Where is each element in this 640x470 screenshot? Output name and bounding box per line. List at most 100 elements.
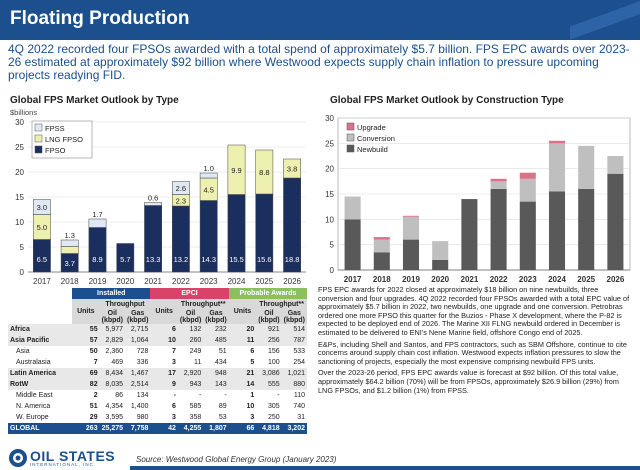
table-row: RotW 82 8,035 2,514 9 943 143 14 555 880 — [8, 379, 307, 390]
footer-bar — [130, 466, 640, 470]
group-probable: Probable Awards — [228, 288, 307, 299]
gas-header: Gas (kbpd) — [203, 310, 229, 324]
bar-conversion — [490, 181, 507, 189]
table-cell: 156 — [267, 348, 280, 355]
data-label: 3.0 — [37, 203, 47, 212]
table-cell: 1,400 — [130, 403, 149, 410]
bar-fpss — [144, 202, 162, 206]
legend-swatch — [346, 133, 355, 142]
data-label: 5.0 — [37, 223, 47, 232]
bar-newbuild — [432, 259, 449, 270]
oil-header: Oil (kbpd) — [256, 310, 282, 324]
table-cell: 2,360 — [105, 348, 124, 355]
region-label: W. Europe — [16, 414, 49, 421]
table-cell: 3 — [250, 414, 255, 421]
y-tick-label: 15 — [325, 190, 334, 199]
region-label: Latin America — [8, 368, 73, 379]
table-cell: 740 — [293, 403, 305, 410]
table-cell: 254 — [293, 359, 305, 366]
gas-header: Gas (kbpd) — [281, 310, 307, 324]
table-cell: 50 — [89, 348, 98, 355]
table-cell: 20 — [228, 324, 257, 335]
x-tick-label: 2020 — [431, 275, 449, 284]
units-header: Units — [150, 299, 178, 324]
table-cell: 29 — [89, 414, 98, 421]
oil-header: Oil (kbpd) — [177, 310, 204, 324]
table-row: Africa 55 5,977 2,715 6 132 232 20 921 514 — [8, 324, 307, 335]
x-tick-label: 2025 — [255, 277, 273, 286]
table-cell: 17 — [150, 368, 178, 379]
legend-label: Conversion — [357, 134, 395, 143]
data-label: 13.3 — [146, 255, 161, 264]
header-decoration — [570, 0, 640, 40]
y-tick-label: 0 — [330, 266, 335, 275]
table-cell: 3,595 — [105, 414, 124, 421]
table-cell: 42 — [150, 423, 178, 434]
chart1-ylabel: $billions — [10, 108, 38, 117]
x-tick-label: 2024 — [548, 275, 566, 284]
table-row: W. Europe 29 3,595 980 3 358 53 3 250 31 — [8, 412, 307, 423]
table-cell: 1,467 — [125, 368, 151, 379]
chart1-title: Global FPS Market Outlook by Type — [10, 95, 179, 106]
bar-newbuild — [373, 252, 390, 270]
throughput-header: Throughput** — [256, 299, 307, 310]
table-cell: 66 — [228, 423, 257, 434]
legend-swatch — [34, 145, 43, 154]
bar-fpso — [88, 227, 107, 273]
table-cell: 11 — [194, 359, 202, 366]
data-label: 1.7 — [92, 210, 102, 219]
table-cell: 11 — [228, 335, 257, 346]
table-cell: 260 — [177, 335, 204, 346]
region-label: Africa — [8, 324, 73, 335]
table-cell: 1,064 — [125, 335, 151, 346]
bar-conversion — [578, 145, 595, 189]
table-cell: 514 — [281, 324, 307, 335]
logo-tagline: INTERNATIONAL, INC. — [30, 462, 97, 467]
chart2-title: Global FPS Market Outlook by Constructio… — [330, 95, 564, 106]
legend-swatch — [34, 134, 43, 143]
legend-label: FPSS — [45, 124, 65, 133]
bar-newbuild — [607, 173, 624, 270]
legend-label: Upgrade — [357, 123, 386, 132]
table-row: Middle East 2 86 134 - - - 1 - 110 — [8, 390, 307, 401]
x-tick-label: 2025 — [577, 275, 595, 284]
y-tick-label: 5 — [330, 241, 335, 250]
bar-conversion — [344, 196, 361, 220]
table-cell: 31 — [297, 414, 305, 421]
bar-upgrade — [402, 215, 420, 217]
table-cell: 9 — [150, 379, 178, 390]
y-tick-label: 25 — [325, 139, 334, 148]
x-tick-label: 2022 — [490, 275, 508, 284]
table-cell: 555 — [256, 379, 282, 390]
x-tick-label: 2024 — [228, 277, 246, 286]
company-logo: OIL STATES INTERNATIONAL, INC. — [8, 448, 118, 468]
table-cell: 82 — [72, 379, 100, 390]
x-tick-label: 2026 — [607, 275, 625, 284]
x-tick-label: 2019 — [402, 275, 420, 284]
data-label: 4.5 — [203, 185, 213, 194]
x-tick-label: 2018 — [373, 275, 391, 284]
table-cell: 2,829 — [99, 335, 126, 346]
region-label: Asia — [16, 348, 30, 355]
table-cell: 5 — [250, 359, 255, 366]
table-cell: 10 — [246, 403, 255, 410]
throughput-header: Throughput** — [177, 299, 229, 310]
table-cell: 25,275 — [99, 423, 126, 434]
table-cell: - — [224, 392, 227, 399]
region-label: Asia Pacific — [8, 335, 73, 346]
x-tick-label: 2022 — [172, 277, 190, 286]
commentary: FPS EPC awards for 2022 closed at approx… — [318, 285, 634, 398]
table-cell: 6 — [250, 348, 255, 355]
y-tick-label: 15 — [15, 193, 24, 202]
bar-fpss — [60, 239, 79, 247]
region-label: N. America — [16, 403, 51, 410]
region-label: Australasia — [16, 359, 51, 366]
table-row: Asia Pacific 57 2,829 1,064 10 260 485 11 256 787 — [8, 335, 307, 346]
table-cell: 1 — [250, 392, 255, 399]
y-tick-label: 30 — [15, 118, 24, 127]
table-row: Latin America 69 8,434 1,467 17 2,920 948 21 3,0… — [8, 368, 307, 379]
market-table: Installed EPCI Probable Awards Units Thr… — [8, 288, 307, 434]
data-label: 18.8 — [285, 255, 300, 264]
bar-newbuild — [519, 201, 536, 270]
table-cell: 3 — [172, 414, 176, 421]
